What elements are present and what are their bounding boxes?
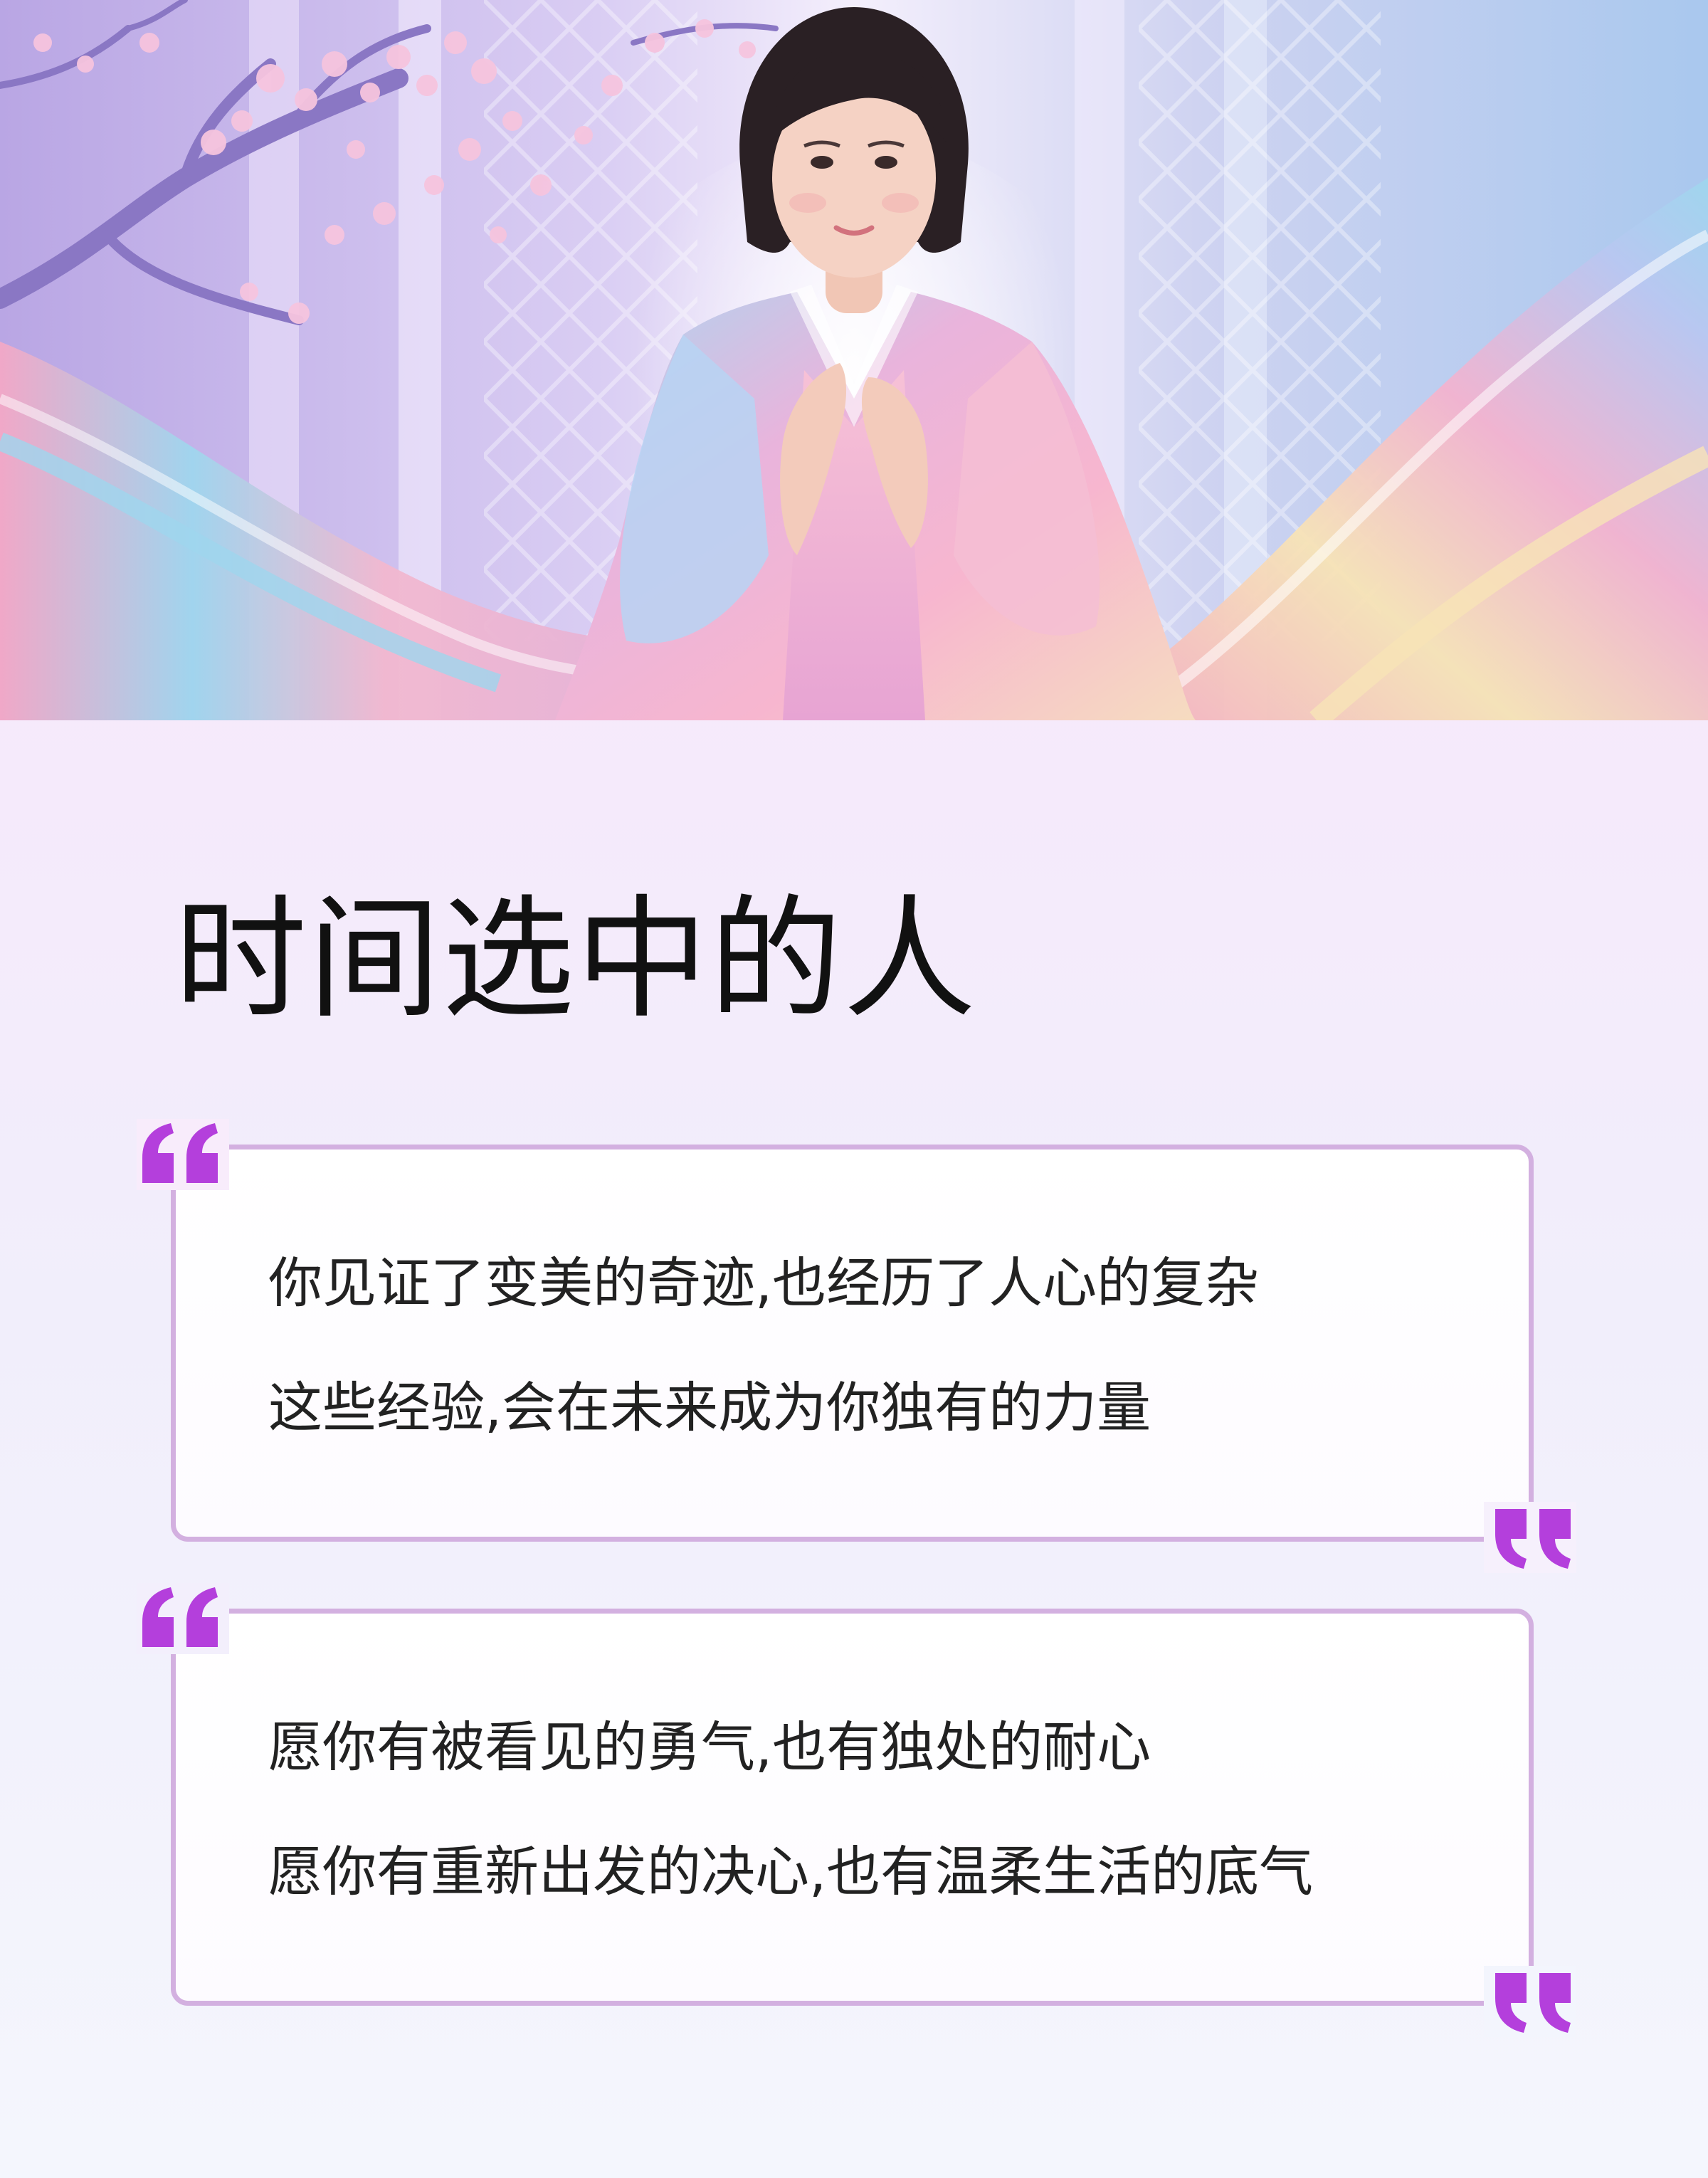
quote-card: 愿你有被看见的勇气,也有独处的耐心 愿你有重新出发的决心,也有温柔生活的底气 xyxy=(171,1609,1534,2006)
open-quote-icon xyxy=(137,1583,229,1654)
close-quote-icon xyxy=(1484,1966,1576,2037)
page-title: 时间选中的人 xyxy=(174,882,978,1036)
quote-text-line: 愿你有被看见的勇气,也有独处的耐心 xyxy=(268,1715,1151,1779)
open-quote-icon xyxy=(137,1119,229,1190)
quote-text-line: 愿你有重新出发的决心,也有温柔生活的底气 xyxy=(268,1840,1314,1903)
quote-card: 你见证了变美的奇迹,也经历了人心的复杂 这些经验,会在未来成为你独有的力量 xyxy=(171,1145,1534,1542)
quote-text-line: 这些经验,会在未来成为你独有的力量 xyxy=(268,1376,1151,1439)
close-quote-icon xyxy=(1484,1502,1576,1573)
hero-illustration xyxy=(0,0,1708,720)
quote-text-line: 你见证了变美的奇迹,也经历了人心的复杂 xyxy=(268,1251,1260,1315)
